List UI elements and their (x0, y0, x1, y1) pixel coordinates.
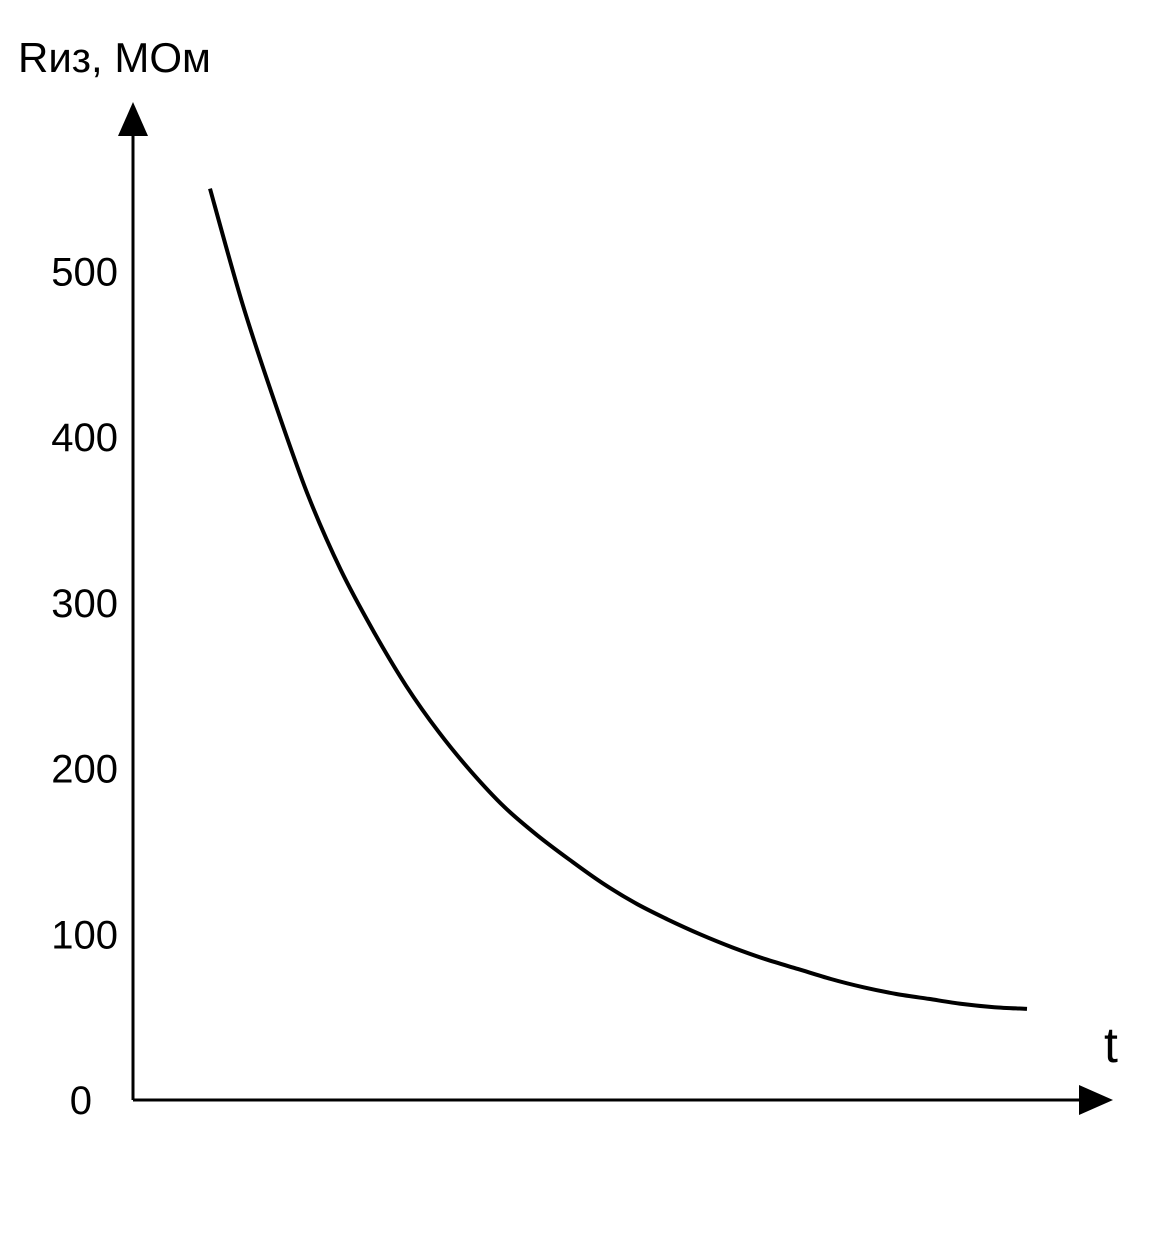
y-tick-labels: 0 100 200 300 400 500 (51, 251, 118, 1124)
series-line (208, 188, 1028, 1011)
y-tick-label: 200 (51, 748, 118, 792)
y-tick-label: 0 (70, 1079, 92, 1123)
y-tick-label: 300 (51, 582, 118, 626)
y-tick-label: 400 (51, 416, 118, 460)
x-axis-title: t (1104, 1017, 1118, 1073)
y-axis-arrow-icon (118, 102, 148, 136)
x-axis-arrow-icon (1079, 1085, 1113, 1115)
y-axis-title: Rиз, МОм (18, 34, 211, 81)
y-tick-label: 500 (51, 251, 118, 295)
y-tick-label: 100 (51, 913, 118, 957)
